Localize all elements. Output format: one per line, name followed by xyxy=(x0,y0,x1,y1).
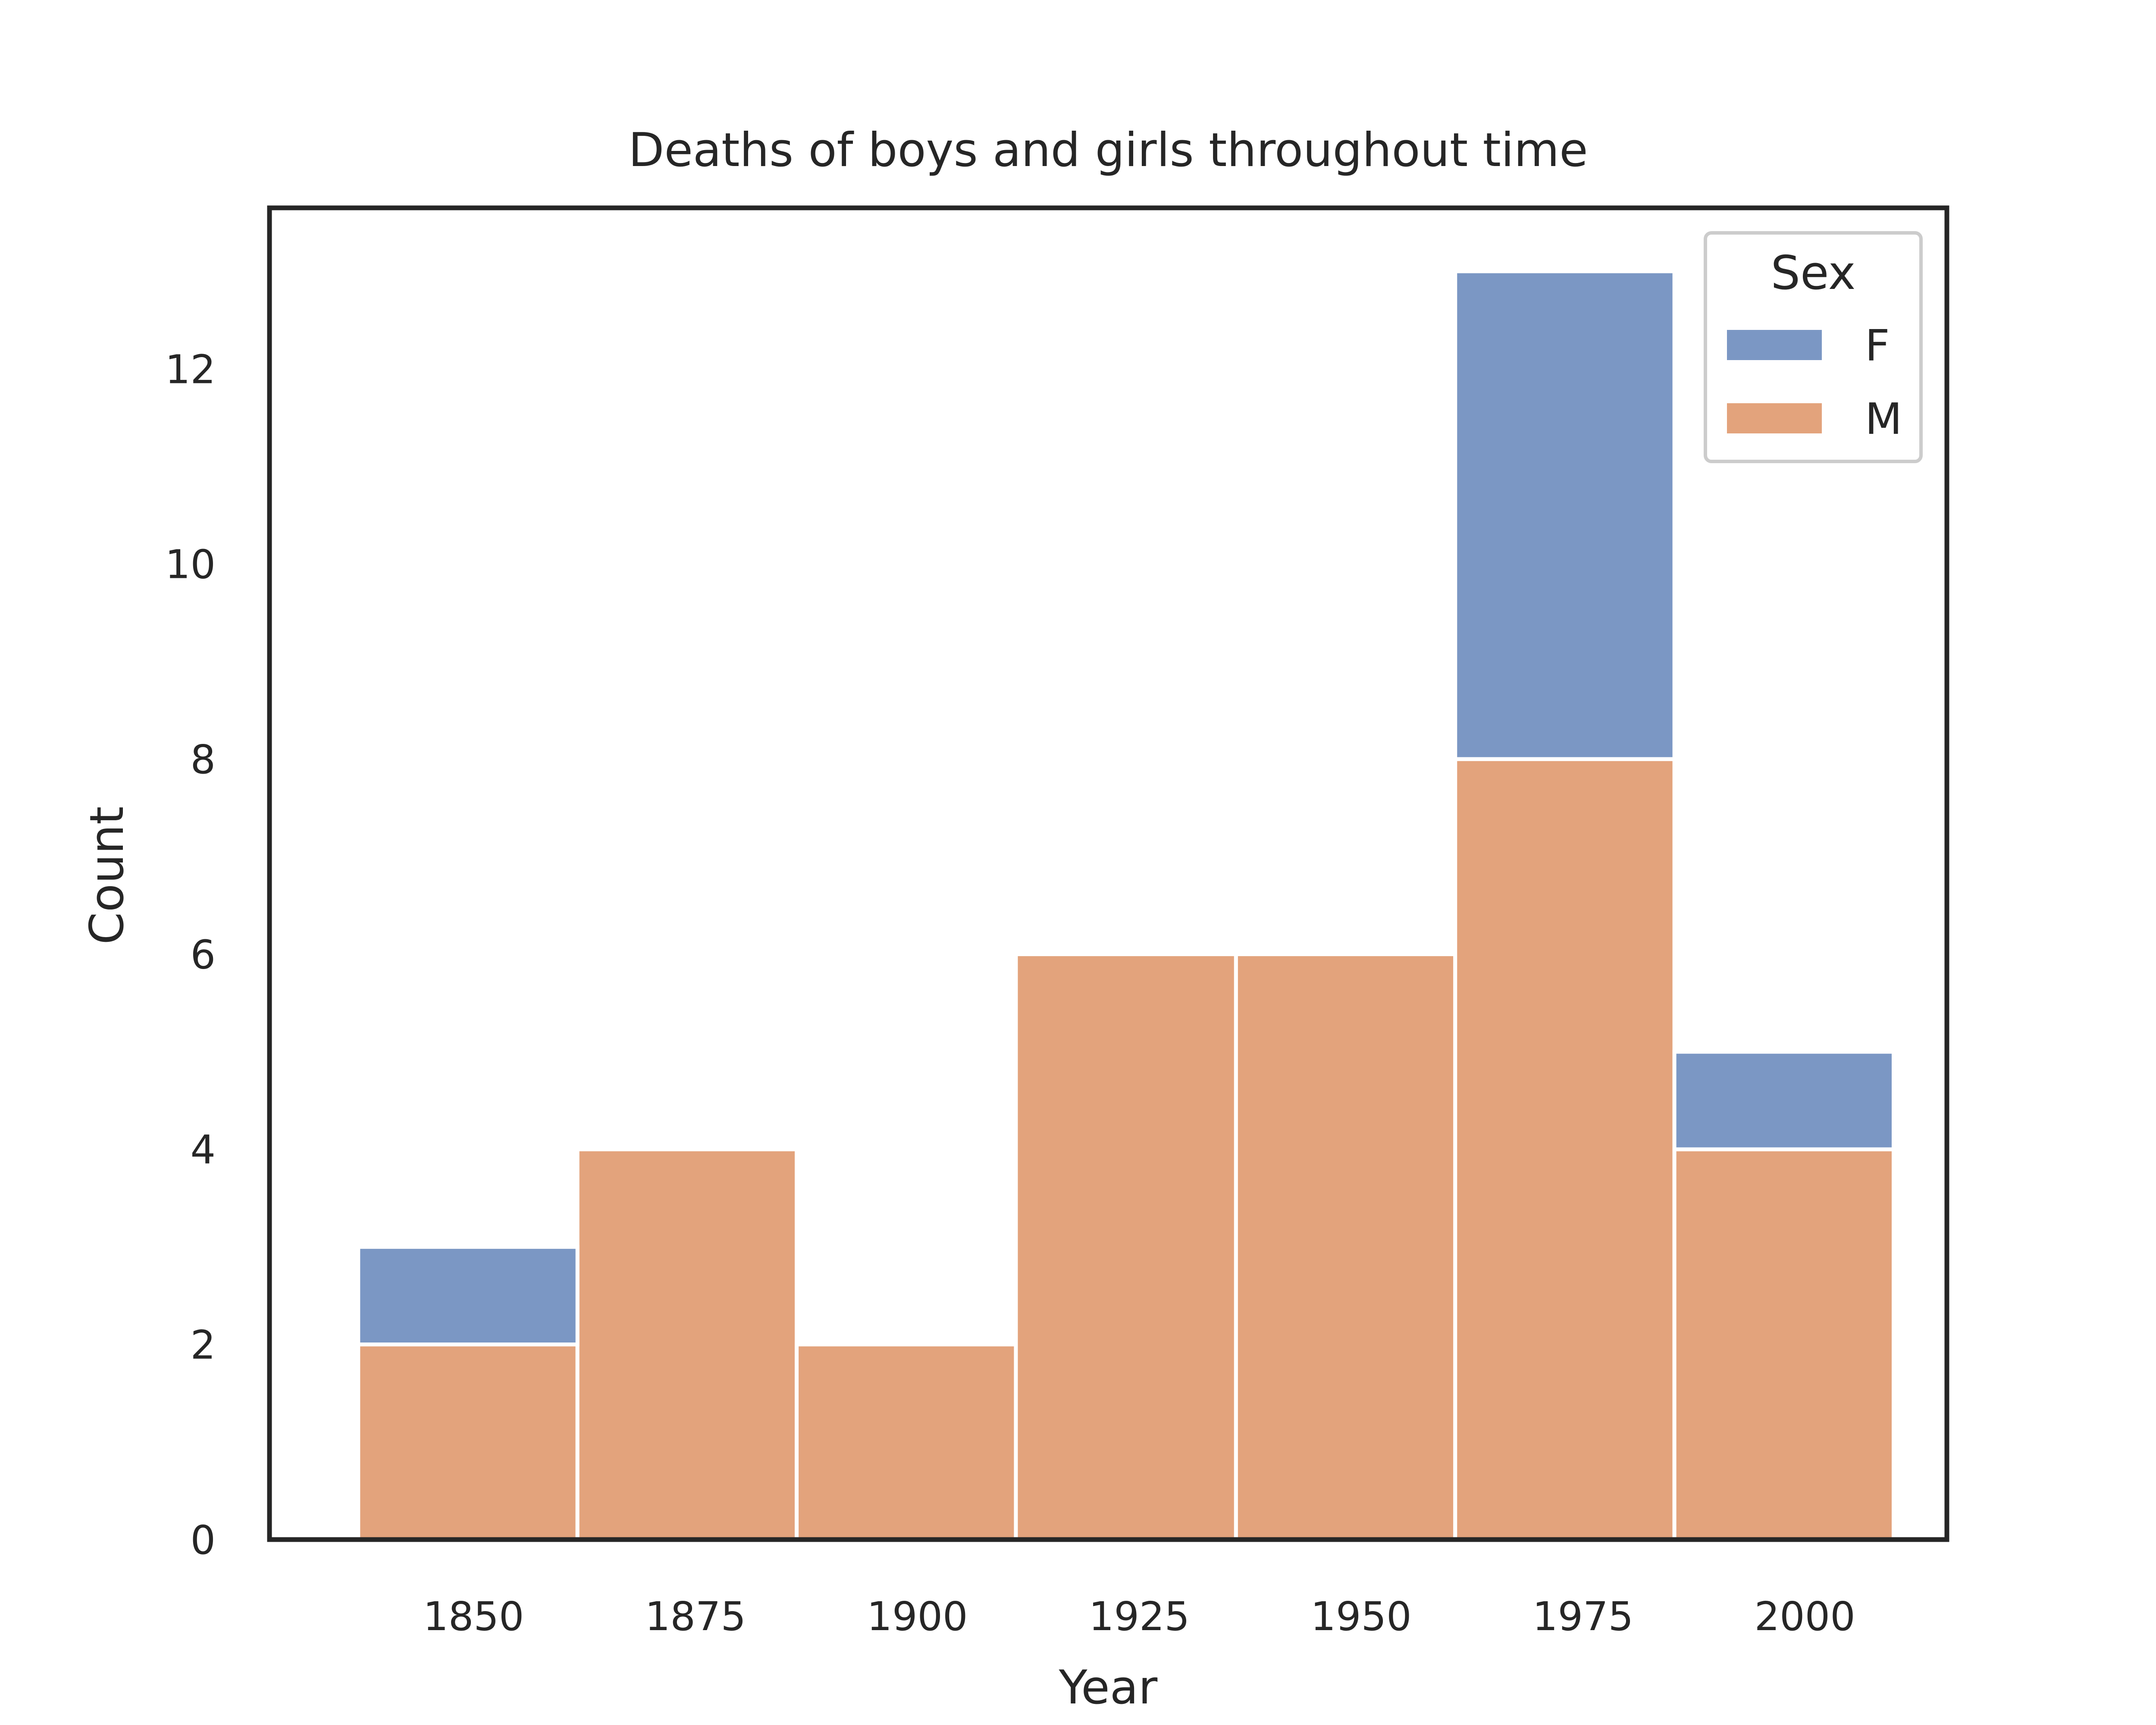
legend-swatch-F xyxy=(1727,330,1822,360)
y-axis-label: Count xyxy=(80,806,134,945)
x-axis-ticks: 1850 1875 1900 1925 1950 1975 2000 xyxy=(423,1593,1855,1640)
bar-M-3 xyxy=(1014,952,1238,1542)
x-tick-label: 1875 xyxy=(645,1593,746,1640)
plot-frame xyxy=(267,205,1949,1542)
bar-F-5 xyxy=(1453,269,1677,761)
y-axis-ticks: 0 2 4 6 8 10 12 xyxy=(165,346,216,1563)
bar-M-2 xyxy=(795,1342,1018,1542)
legend-label-M: M xyxy=(1865,394,1902,444)
x-tick-label: 1975 xyxy=(1532,1593,1633,1640)
bar-F-6 xyxy=(1672,1050,1896,1151)
bar-M-1 xyxy=(575,1147,799,1542)
x-tick-label: 1925 xyxy=(1089,1593,1190,1640)
x-tick-label: 1900 xyxy=(867,1593,968,1640)
bars-group xyxy=(356,269,1896,1542)
y-tick-label: 6 xyxy=(190,932,216,978)
legend-swatch-M xyxy=(1727,403,1822,433)
bar-M-6 xyxy=(1672,1147,1896,1542)
legend-items: FM xyxy=(1727,320,1902,444)
x-tick-label: 2000 xyxy=(1755,1593,1855,1640)
x-tick-label: 1950 xyxy=(1311,1593,1412,1640)
legend-label-F: F xyxy=(1865,320,1890,371)
y-tick-label: 0 xyxy=(190,1517,216,1563)
legend-title: Sex xyxy=(1771,246,1855,300)
bar-M-4 xyxy=(1234,952,1457,1542)
bar-M-0 xyxy=(356,1342,580,1542)
bar-M-5 xyxy=(1453,757,1677,1542)
y-tick-label: 2 xyxy=(190,1322,216,1368)
y-tick-label: 4 xyxy=(190,1127,216,1173)
chart-title: Deaths of boys and girls throughout time xyxy=(628,123,1588,177)
x-axis-label: Year xyxy=(1059,1661,1158,1715)
legend: Sex FM xyxy=(1704,231,1923,463)
y-tick-label: 10 xyxy=(165,542,216,588)
y-tick-label: 8 xyxy=(190,737,216,783)
bar-F-0 xyxy=(356,1245,580,1347)
y-tick-label: 12 xyxy=(165,346,216,392)
x-tick-label: 1850 xyxy=(423,1593,524,1640)
